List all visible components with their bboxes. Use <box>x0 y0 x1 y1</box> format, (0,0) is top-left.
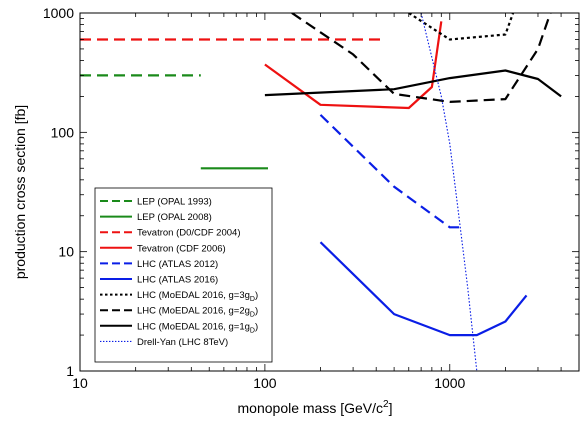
legend-label-sub: D <box>250 327 255 334</box>
legend-label-sub: D <box>250 296 255 303</box>
series-line-3 <box>264 21 443 110</box>
series-line-4 <box>319 114 465 229</box>
legend-label-main: Tevatron (D0/CDF 2004) <box>137 228 240 239</box>
legend-label-tail: ) <box>255 306 258 317</box>
legend-label-2: Tevatron (D0/CDF 2004) <box>137 228 240 239</box>
legend-label-main: LHC (MoEDAL 2016, g=1g <box>137 321 250 332</box>
legend-label-main: LEP (OPAL 1993) <box>137 197 212 208</box>
x-axis-title-sup: 2 <box>383 399 389 410</box>
x-tick-label: 1000 <box>434 375 465 391</box>
y-tick-label: 10 <box>58 244 74 260</box>
plot-frame <box>79 12 580 372</box>
legend-label-main: LHC (ATLAS 2016) <box>137 275 218 286</box>
legend-label-4: LHC (ATLAS 2012) <box>137 259 218 270</box>
y-tick-label: 1000 <box>43 5 74 21</box>
legend-label-1: LEP (OPAL 2008) <box>137 212 212 223</box>
legend-items: LEP (OPAL 1993) LEP (OPAL 2008) Tevatron (… <box>100 197 258 348</box>
legend-label-3: Tevatron (CDF 2006) <box>137 243 226 254</box>
legend-label-main: LHC (MoEDAL 2016, g=3g <box>137 290 250 301</box>
y-axis-title: production cross section [fb] <box>12 105 28 279</box>
legend: LEP (OPAL 1993) LEP (OPAL 2008) Tevatron (… <box>94 187 273 363</box>
legend-label-main: LEP (OPAL 2008) <box>137 212 212 223</box>
series-line-8 <box>264 69 562 98</box>
legend-label-main: LHC (MoEDAL 2016, g=2g <box>137 306 250 317</box>
x-axis-title-main: monopole mass [GeV/c <box>238 400 384 416</box>
legend-label-main: Tevatron (CDF 2006) <box>137 243 226 254</box>
legend-label-5: LHC (ATLAS 2016) <box>137 275 218 286</box>
y-tick-label: 100 <box>51 124 75 140</box>
series-line-7 <box>291 13 552 104</box>
ticks-layer <box>79 12 580 372</box>
legend-label-main: LHC (ATLAS 2012) <box>137 259 218 270</box>
legend-label-9: Drell-Yan (LHC 8TeV) <box>137 337 228 348</box>
x-tick-label: 100 <box>253 375 277 391</box>
legend-label-tail: ) <box>255 290 258 301</box>
legend-label-6: LHC (MoEDAL 2016, g=3gD) <box>137 290 258 303</box>
legend-label-sub: D <box>250 312 255 319</box>
legend-label-7: LHC (MoEDAL 2016, g=2gD) <box>137 306 258 319</box>
y-tick-label: 1 <box>66 363 74 379</box>
x-axis-title-tail: ] <box>389 400 393 416</box>
legend-label-tail: ) <box>255 321 258 332</box>
x-axis-title: monopole mass [GeV/c2] <box>238 399 393 416</box>
series-line-6 <box>408 13 515 41</box>
legend-label-8: LHC (MoEDAL 2016, g=1gD) <box>137 321 258 334</box>
legend-label-main: Drell-Yan (LHC 8TeV) <box>137 337 228 348</box>
legend-label-0: LEP (OPAL 1993) <box>137 197 212 208</box>
series-line-5 <box>319 241 528 337</box>
series-line-9 <box>420 13 478 371</box>
x-tick-label: 10 <box>72 375 88 391</box>
series-layer <box>80 13 562 371</box>
